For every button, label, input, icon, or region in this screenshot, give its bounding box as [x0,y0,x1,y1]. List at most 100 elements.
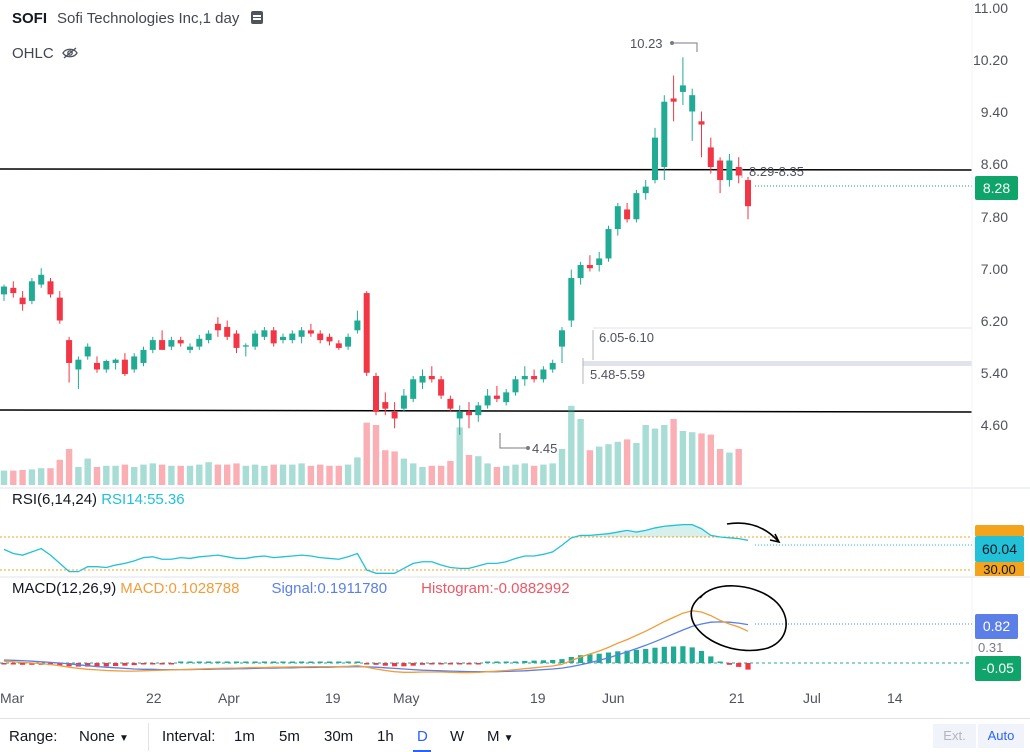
volume-bar [549,463,556,485]
candle-body [280,336,286,341]
candle-body [326,336,333,342]
chart-canvas[interactable] [0,0,1030,718]
high-dot [670,41,674,45]
macd-legend: MACD(12,26,9) MACD:0.1028788 Signal:0.1911… [12,580,570,597]
volume-bar [158,464,166,485]
volume-bar [484,463,491,485]
volume-bar [326,465,333,485]
histogram-bar [187,661,193,663]
histogram-bar [745,663,751,670]
drawn-arrow-head [769,533,781,544]
histogram-bar [624,650,630,663]
candle-body [624,209,631,220]
candle-body [428,376,435,380]
histogram-bar [113,663,119,666]
histogram-bar [66,663,72,667]
candle-body [586,264,593,269]
candle-body [549,362,556,370]
interval-1m[interactable]: 1m [234,728,255,745]
drawn-circle[interactable] [690,585,787,652]
volume-bar [428,465,435,485]
eye-hidden-icon[interactable] [61,47,78,59]
volume-bar [224,464,231,485]
volume-bar [586,450,594,485]
histogram-bar [643,648,649,663]
candlesticks [1,57,751,435]
price-tick: 6.20 [980,313,1008,329]
resistance-line[interactable] [0,168,973,171]
volume-bar [289,464,296,485]
candle-body [531,376,538,380]
volume-bar [242,465,249,485]
volume-bar [707,434,714,485]
zone-top-label[interactable]: 8.29-8.35 [749,164,804,179]
candle-body [717,160,724,181]
candle-body [224,327,231,337]
histogram-bar [550,660,556,663]
candle-body [159,340,166,350]
volume-bar [530,465,538,485]
drawn-arrow[interactable] [726,522,779,542]
macd-line [3,610,749,674]
candle-body [214,323,221,331]
histogram-bar [280,661,286,663]
rsi-title: RSI(6,14,24) [12,491,98,508]
interval-d[interactable]: D [417,728,428,745]
candle-body [354,320,361,331]
volume-bar [75,467,82,485]
volume-bar [410,463,417,485]
volume-bar [568,405,575,485]
candle-body [410,379,417,399]
volume-bar [689,432,696,485]
high-annotation: 10.23 [630,36,663,51]
volume-bar [493,467,501,485]
histogram-bar [698,651,705,663]
volume-bar [251,464,259,485]
histogram-bar [522,660,528,663]
volume-bar [633,443,640,485]
symbol-ticker[interactable]: SOFI [12,10,48,27]
candle-body [168,340,175,347]
interval-m[interactable]: M ▼ [487,728,514,745]
histogram-bar [419,663,426,665]
time-tick: Jun [602,690,625,706]
toolbar-divider [148,723,149,751]
interval-5m[interactable]: 5m [279,728,300,745]
candle-body [475,405,482,416]
volume-bar [651,428,659,485]
candle-body [28,281,35,301]
volume-bar [10,470,17,485]
histogram-bar [661,646,667,663]
details-icon[interactable] [251,11,264,24]
candle-body [689,95,696,112]
price-tick: 7.00 [980,261,1008,277]
histogram-bar [252,661,258,663]
candle-body [642,186,649,194]
low-connector [499,433,528,449]
zone-mid-label[interactable]: 6.05-6.10 [599,330,654,345]
range-select[interactable]: None ▼ [79,728,129,745]
candle-body [447,398,454,409]
histogram-bar [494,661,500,663]
extended-hours-toggle[interactable]: Ext. [933,724,976,748]
macd-level-label: 0.31 [978,640,1004,655]
auto-scale-toggle[interactable]: Auto [978,724,1024,748]
interval-1h[interactable]: 1h [377,728,394,745]
interval-w[interactable]: W [450,728,465,745]
histogram-bar [20,663,26,665]
volume-bar [335,465,342,485]
candle-body [456,411,463,419]
volume-bar [65,449,73,485]
histogram-bar [633,649,639,663]
interval-30m[interactable]: 30m [324,728,354,745]
rsi-70-badge [975,525,1024,536]
zone-low-label[interactable]: 5.48-5.59 [590,367,645,382]
support-line[interactable] [0,409,973,413]
volume-bar [93,467,101,485]
volume-bar [112,465,119,485]
price-tick: 8.60 [980,156,1008,172]
histogram-bar [736,663,742,667]
histogram-bar [578,655,584,663]
candle-body [466,411,472,416]
candle-body [345,336,352,347]
